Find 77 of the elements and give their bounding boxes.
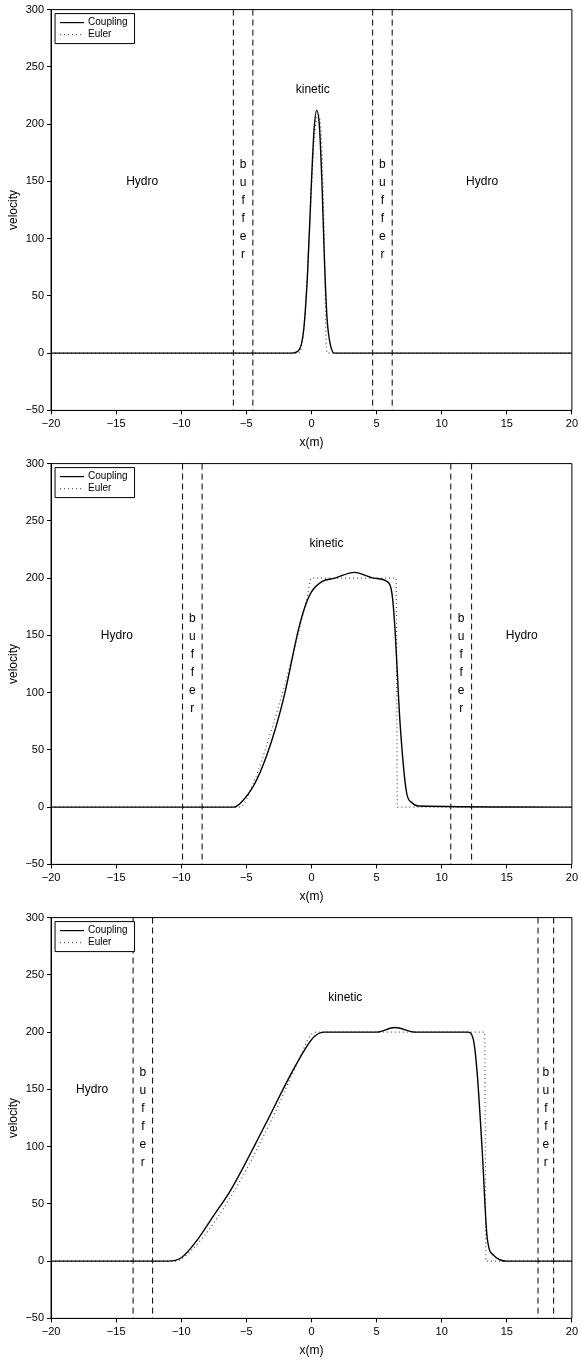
annotation: Hydro	[466, 174, 499, 189]
y-tick-label: −50	[25, 857, 45, 870]
y-tick-label: 250	[25, 967, 45, 980]
y-tick-label: 50	[31, 1196, 45, 1209]
x-tick-label: −20	[41, 1325, 61, 1338]
x-axis-title: x(m)	[299, 435, 324, 450]
annotation: buffer	[379, 157, 387, 262]
y-tick-label: 200	[25, 1025, 45, 1038]
y-axis-title: velocity	[5, 1097, 20, 1139]
x-tick-label: 10	[435, 1325, 448, 1338]
y-tick-label: 250	[25, 513, 45, 526]
y-axis-title: velocity	[5, 643, 20, 685]
annotation: buffer	[188, 611, 196, 716]
annotation: Hydro	[100, 628, 134, 643]
x-tick-label: −5	[240, 871, 253, 884]
x-tick-label: 5	[373, 1325, 380, 1338]
annotation: buffer	[542, 1065, 550, 1170]
x-tick-label: −10	[171, 871, 191, 884]
legend-label: Coupling	[88, 16, 128, 28]
legend-label: Euler	[88, 936, 113, 948]
annotation: Hydro	[505, 628, 539, 643]
y-tick-label: 0	[37, 1254, 45, 1267]
legend-label: Coupling	[88, 470, 128, 482]
annotation: kinetic	[309, 536, 344, 551]
x-tick-label: 20	[565, 871, 579, 884]
y-tick-label: 0	[37, 346, 45, 359]
x-tick-label: −5	[240, 417, 253, 430]
y-tick-label: 0	[37, 800, 45, 813]
y-tick-label: −50	[25, 403, 45, 416]
x-tick-label: 15	[500, 871, 513, 884]
annotation: kinetic	[328, 990, 363, 1005]
annotation: kinetic	[295, 82, 330, 97]
legend-label: Euler	[88, 28, 113, 40]
x-tick-label: 5	[373, 417, 380, 430]
x-tick-label: −20	[41, 871, 61, 884]
y-tick-label: 200	[25, 117, 45, 130]
annotation: buffer	[139, 1065, 147, 1170]
x-tick-label: −15	[106, 417, 126, 430]
x-tick-label: 0	[308, 1325, 315, 1338]
annotation: buffer	[239, 157, 247, 262]
y-tick-label: 300	[25, 2, 45, 15]
x-tick-label: −20	[41, 417, 61, 430]
y-tick-label: 50	[31, 288, 45, 301]
y-tick-label: 200	[25, 571, 45, 584]
legend-label: Euler	[88, 482, 113, 494]
x-tick-label: −10	[171, 417, 191, 430]
x-tick-label: 20	[565, 417, 579, 430]
y-tick-label: 150	[25, 628, 45, 641]
y-tick-label: 50	[31, 742, 45, 755]
y-tick-label: 300	[25, 456, 45, 469]
x-tick-label: 20	[565, 1325, 579, 1338]
y-tick-label: 100	[25, 231, 45, 244]
x-axis-title: x(m)	[299, 1343, 324, 1358]
y-tick-label: 150	[25, 174, 45, 187]
legend-label: Coupling	[88, 924, 128, 936]
y-axis-title: velocity	[5, 189, 20, 231]
x-axis-title: x(m)	[299, 889, 324, 904]
y-tick-label: 100	[25, 1139, 45, 1152]
y-tick-label: 100	[25, 685, 45, 698]
y-tick-label: 250	[25, 59, 45, 72]
annotation: Hydro	[126, 174, 159, 189]
x-tick-label: 5	[373, 871, 380, 884]
x-tick-label: 15	[500, 417, 513, 430]
x-tick-label: −5	[240, 1325, 253, 1338]
x-tick-label: 10	[435, 871, 448, 884]
x-tick-label: 0	[308, 871, 315, 884]
annotation: Hydro	[76, 1082, 109, 1097]
x-tick-label: 10	[435, 417, 448, 430]
x-tick-label: 0	[308, 417, 315, 430]
y-tick-label: 300	[25, 910, 45, 923]
y-tick-label: −50	[25, 1311, 45, 1324]
x-tick-label: 15	[500, 1325, 513, 1338]
y-tick-label: 150	[25, 1082, 45, 1095]
x-tick-label: −15	[106, 871, 126, 884]
x-tick-label: −10	[171, 1325, 191, 1338]
x-tick-label: −15	[106, 1325, 126, 1338]
annotation: buffer	[457, 611, 465, 716]
